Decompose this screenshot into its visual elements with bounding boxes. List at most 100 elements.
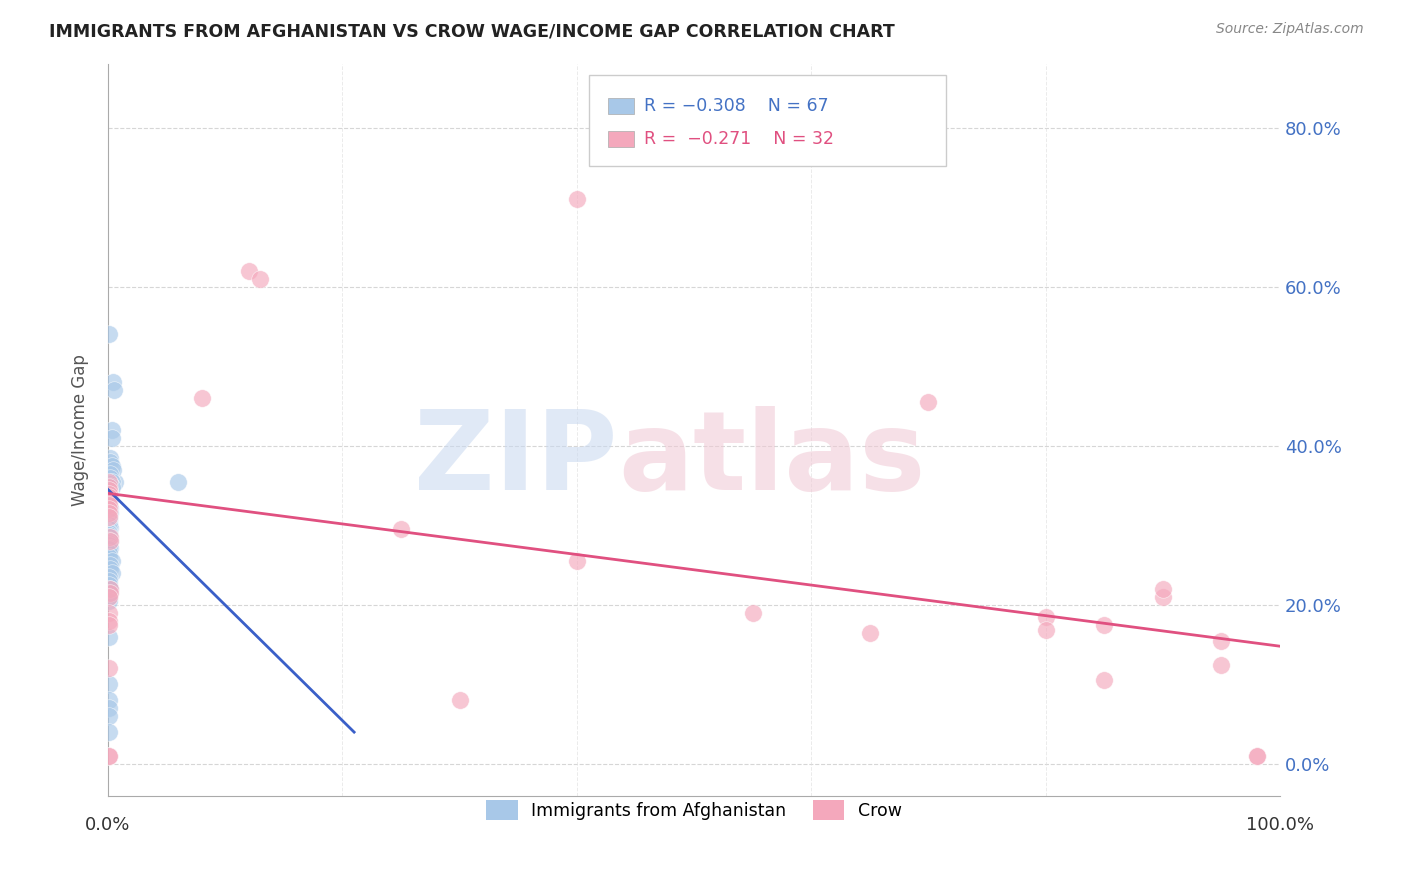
Point xyxy=(98,494,121,508)
Point xyxy=(101,463,124,477)
Point xyxy=(98,530,121,544)
Point xyxy=(1211,657,1233,672)
Point xyxy=(98,546,121,560)
Point xyxy=(98,504,121,518)
Point xyxy=(101,375,124,389)
Point xyxy=(98,534,121,549)
Point xyxy=(98,574,121,588)
Point xyxy=(98,486,121,500)
Point xyxy=(98,522,121,536)
Point xyxy=(100,480,122,494)
Point xyxy=(389,522,412,536)
Point xyxy=(98,709,121,723)
Point xyxy=(1035,624,1057,638)
Point xyxy=(98,486,121,500)
Point xyxy=(98,483,121,497)
Point xyxy=(1092,673,1115,688)
Point xyxy=(98,488,121,502)
Point xyxy=(98,661,121,675)
Point xyxy=(98,502,121,516)
Text: IMMIGRANTS FROM AFGHANISTAN VS CROW WAGE/INCOME GAP CORRELATION CHART: IMMIGRANTS FROM AFGHANISTAN VS CROW WAGE… xyxy=(49,22,896,40)
Point xyxy=(98,475,121,489)
Text: Source: ZipAtlas.com: Source: ZipAtlas.com xyxy=(1216,22,1364,37)
Point xyxy=(98,542,121,557)
Point xyxy=(98,538,121,552)
Point xyxy=(98,594,121,608)
Point xyxy=(1152,582,1174,596)
Point xyxy=(859,625,882,640)
Point xyxy=(98,677,121,691)
Text: R =  −0.271    N = 32: R = −0.271 N = 32 xyxy=(644,130,834,148)
Point xyxy=(98,467,121,481)
Point xyxy=(1246,749,1268,764)
Point xyxy=(449,693,471,707)
Point xyxy=(98,450,121,465)
Point xyxy=(100,554,122,568)
Text: R = −0.308    N = 67: R = −0.308 N = 67 xyxy=(644,96,828,114)
Point xyxy=(98,490,121,504)
Point xyxy=(100,431,122,445)
Point xyxy=(98,530,121,544)
Point xyxy=(98,502,121,516)
Point xyxy=(917,395,939,409)
Point xyxy=(98,606,121,620)
Point xyxy=(98,512,121,526)
Point xyxy=(98,562,121,576)
Point xyxy=(565,554,588,568)
Y-axis label: Wage/Income Gap: Wage/Income Gap xyxy=(72,354,89,506)
Point xyxy=(565,192,588,206)
Point xyxy=(1152,590,1174,604)
Point xyxy=(98,526,121,541)
Text: ZIP: ZIP xyxy=(415,406,617,513)
Point xyxy=(98,507,121,521)
Point xyxy=(98,725,121,739)
Point xyxy=(98,550,121,565)
Text: atlas: atlas xyxy=(617,406,925,513)
Point xyxy=(1246,749,1268,764)
Point xyxy=(98,327,121,342)
Point xyxy=(98,749,121,764)
Point xyxy=(98,701,121,715)
Point xyxy=(98,499,121,513)
Point xyxy=(100,566,122,580)
Point xyxy=(98,570,121,584)
Point xyxy=(98,578,121,592)
Point xyxy=(1211,633,1233,648)
Point xyxy=(98,480,121,494)
Point xyxy=(98,483,121,497)
Point xyxy=(98,582,121,596)
Point xyxy=(100,475,122,489)
Point xyxy=(98,492,121,507)
Point xyxy=(98,524,121,539)
FancyBboxPatch shape xyxy=(589,75,946,167)
Text: 0.0%: 0.0% xyxy=(86,815,131,834)
Bar xyxy=(609,97,634,113)
Point xyxy=(98,534,121,549)
Point xyxy=(103,383,125,397)
Point xyxy=(98,477,121,491)
Point xyxy=(98,514,121,528)
Point xyxy=(98,494,121,508)
Point xyxy=(98,536,121,550)
Point xyxy=(238,264,260,278)
Point xyxy=(100,423,122,437)
Point xyxy=(98,582,121,596)
Point xyxy=(98,484,121,499)
Point xyxy=(98,500,121,515)
Point xyxy=(98,455,121,469)
Point xyxy=(1092,617,1115,632)
Point xyxy=(98,533,121,547)
Point xyxy=(98,496,121,510)
Point xyxy=(98,630,121,644)
Point xyxy=(98,558,121,573)
Point xyxy=(98,693,121,707)
Point xyxy=(190,391,212,405)
Point xyxy=(98,470,121,484)
Point xyxy=(167,475,190,489)
Point xyxy=(98,590,121,604)
Point xyxy=(98,510,121,524)
Point xyxy=(1035,609,1057,624)
Point xyxy=(98,749,121,764)
Point xyxy=(98,491,121,505)
Point xyxy=(98,507,121,521)
